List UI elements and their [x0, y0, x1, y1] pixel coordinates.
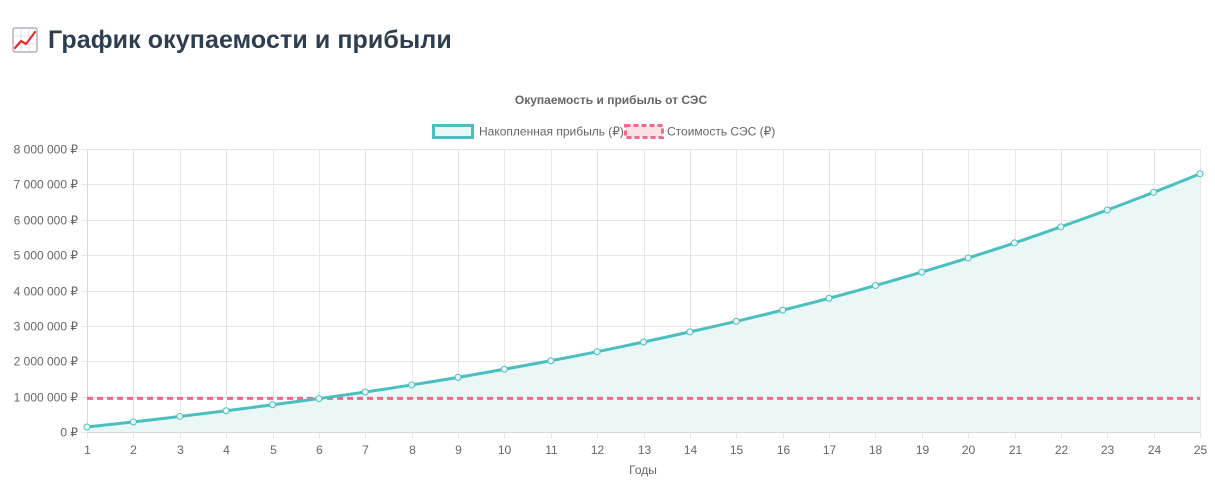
page-header: График окупаемости и прибыли	[12, 22, 452, 58]
profit-point[interactable]	[964, 254, 972, 262]
profit-point[interactable]	[269, 401, 276, 409]
y-tick-label: 0 ₽	[60, 426, 78, 440]
x-tick-label: 22	[1055, 443, 1069, 457]
y-tick-label: 4 000 000 ₽	[14, 285, 79, 299]
profit-point[interactable]	[918, 268, 926, 276]
profit-point[interactable]	[686, 328, 694, 336]
x-tick-label: 5	[270, 443, 277, 457]
legend-item-cost[interactable]: Стоимость СЭС (₽)	[624, 124, 776, 139]
chart-increasing-icon	[12, 27, 38, 53]
profit-point[interactable]	[408, 381, 416, 389]
x-tick-label: 2	[130, 443, 137, 457]
legend-label-cost: Стоимость СЭС (₽)	[667, 125, 775, 139]
chart-title: Окупаемость и прибыль от СЭС	[515, 93, 708, 107]
y-tick-label: 5 000 000 ₽	[14, 249, 79, 263]
profit-point[interactable]	[129, 418, 137, 426]
x-tick-label: 25	[1194, 443, 1208, 457]
chart-legend[interactable]: Накопленная прибыль (₽) Стоимость СЭС (₽…	[432, 124, 776, 139]
x-tick-label: 6	[316, 443, 323, 457]
x-tick-label: 7	[362, 443, 369, 457]
profit-point[interactable]	[640, 338, 647, 346]
x-axis: 1 2 3 4 5 6 7 8 9 10 11 12 13 14 15 16 17 18 19 20 21 22 23 24 2…	[84, 443, 1207, 457]
profit-area	[87, 173, 1200, 432]
legend-swatch-cost	[624, 124, 664, 139]
page-title: График окупаемости и прибыли	[48, 25, 452, 54]
x-tick-label: 13	[638, 443, 652, 457]
y-tick-label: 3 000 000 ₽	[14, 320, 79, 334]
x-tick-label: 11	[545, 443, 558, 457]
x-tick-label: 20	[962, 443, 976, 457]
x-tick-label: 23	[1101, 443, 1115, 457]
x-tick-label: 19	[916, 443, 930, 457]
profit-point[interactable]	[1057, 223, 1065, 231]
profit-point[interactable]	[547, 357, 555, 365]
profit-point[interactable]	[825, 294, 833, 302]
legend-item-profit[interactable]: Накопленная прибыль (₽)	[432, 124, 624, 139]
x-tick-label: 21	[1009, 443, 1023, 457]
y-axis: 0 ₽ 1 000 000 ₽ 2 000 000 ₽ 3 000 000 ₽ 4 00…	[14, 143, 79, 440]
chart-series	[83, 170, 1204, 432]
x-tick-label: 1	[84, 443, 91, 457]
profit-point[interactable]	[871, 282, 879, 290]
y-tick-label: 6 000 000 ₽	[14, 214, 79, 228]
x-axis-label: Годы	[629, 463, 657, 477]
profit-point[interactable]	[1103, 206, 1111, 214]
x-tick-label: 12	[591, 443, 605, 457]
profit-point[interactable]	[1196, 170, 1204, 178]
x-tick-label: 18	[869, 443, 883, 457]
y-tick-label: 1 000 000 ₽	[14, 391, 79, 405]
profit-point[interactable]	[779, 306, 787, 314]
x-tick-label: 24	[1148, 443, 1162, 457]
profit-point[interactable]	[83, 423, 91, 431]
legend-swatch-profit	[432, 124, 474, 139]
profit-point[interactable]	[1011, 239, 1018, 247]
profit-point[interactable]	[593, 348, 601, 356]
x-tick-label: 4	[223, 443, 230, 457]
y-tick-label: 8 000 000 ₽	[14, 143, 79, 157]
profit-point[interactable]	[361, 388, 369, 396]
profit-point[interactable]	[732, 317, 740, 325]
x-tick-label: 3	[177, 443, 184, 457]
profit-point[interactable]	[454, 373, 462, 381]
x-tick-label: 17	[823, 443, 837, 457]
y-tick-label: 7 000 000 ₽	[14, 178, 79, 192]
x-tick-label: 10	[498, 443, 512, 457]
profit-point[interactable]	[176, 412, 184, 420]
x-tick-label: 16	[777, 443, 791, 457]
profit-point[interactable]	[222, 407, 230, 415]
legend-label-profit: Накопленная прибыль (₽)	[479, 125, 624, 139]
profit-point[interactable]	[1150, 188, 1158, 196]
profit-point[interactable]	[315, 395, 323, 403]
x-tick-label: 9	[455, 443, 462, 457]
x-tick-label: 14	[684, 443, 698, 457]
profit-point[interactable]	[500, 365, 508, 373]
x-tick-label: 15	[730, 443, 744, 457]
y-tick-label: 2 000 000 ₽	[14, 355, 79, 369]
x-tick-label: 8	[409, 443, 416, 457]
